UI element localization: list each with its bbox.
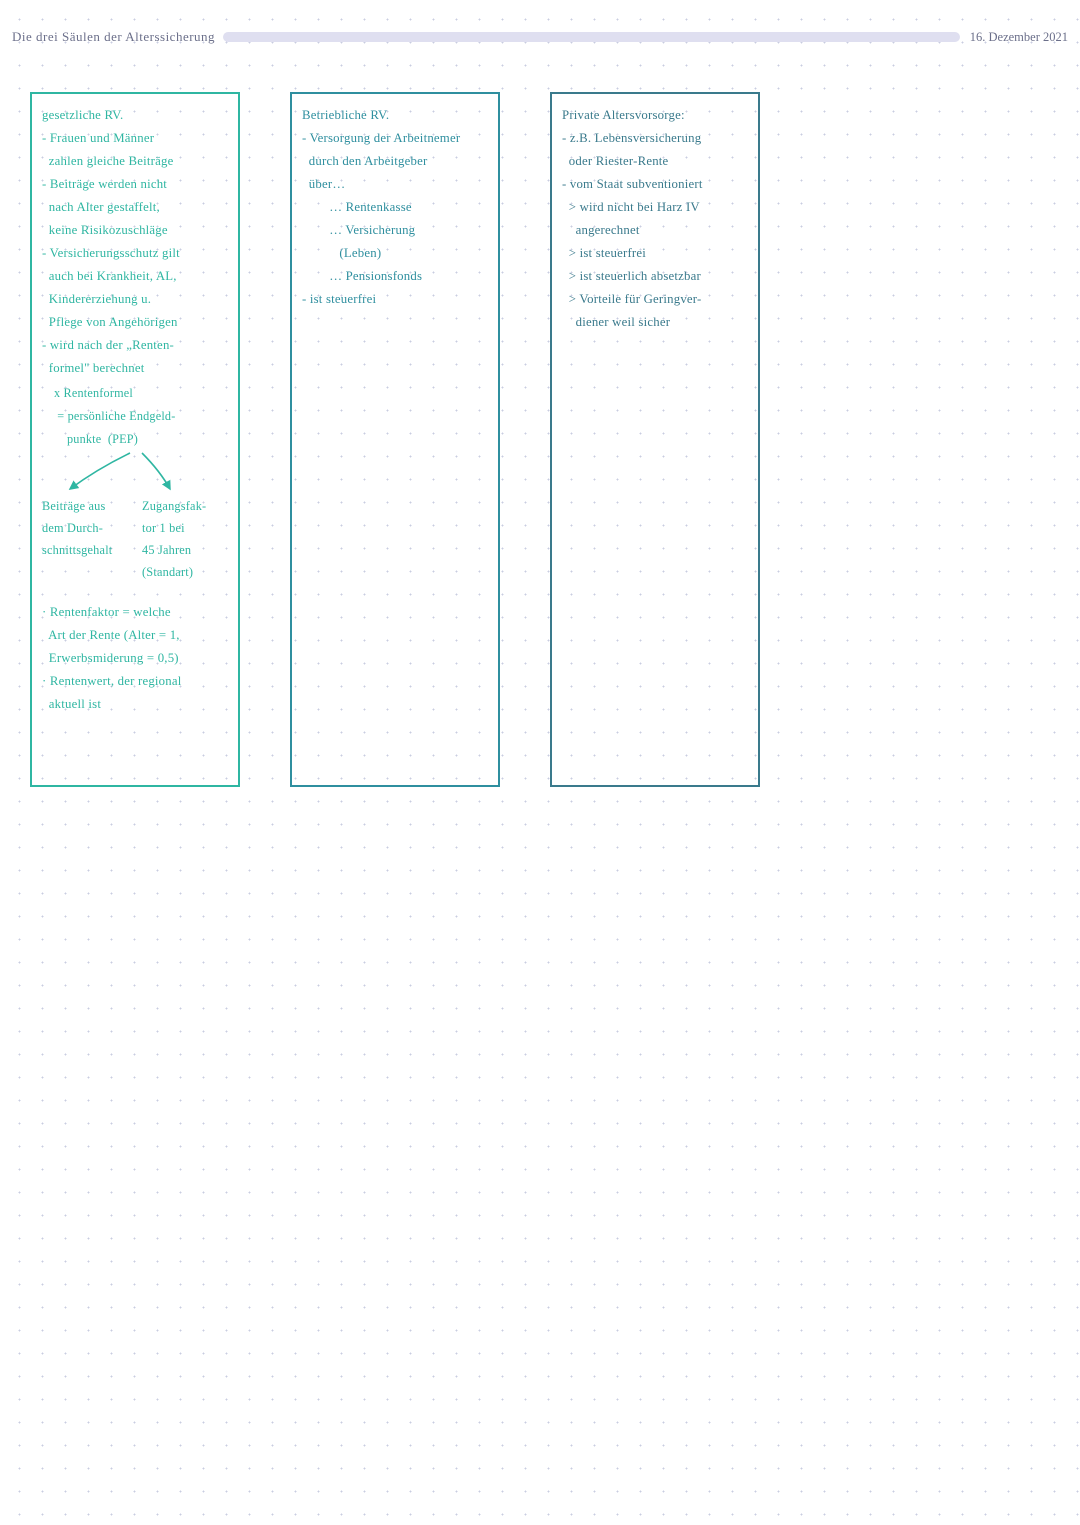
col2-line: über… [302, 173, 488, 196]
col1-line: Pflege von Angehörigen [42, 311, 228, 334]
col2-line: (Leben) [302, 242, 488, 265]
column-gesetzliche-rv: gesetzliche RV. - Frauen und Männer zahl… [30, 92, 240, 787]
col3-line: > ist steuerlich absetzbar [562, 265, 748, 288]
col1-title: gesetzliche RV. [42, 104, 228, 127]
col1-line: - Versicherungsschutz gilt [42, 242, 228, 265]
column-private-altersvorsorge: Private Altersvorsorge: - z.B. Lebensver… [550, 92, 760, 787]
col2-line: … Versicherung [302, 219, 488, 242]
col3-line: oder Riester-Rente [562, 150, 748, 173]
col2-line: … Pensionsfonds [302, 265, 488, 288]
col1-line: - wird nach der „Renten- [42, 334, 228, 357]
col1-line: - Frauen und Männer [42, 127, 228, 150]
header-rule [223, 32, 960, 42]
page-header: Die drei Säulen der Alterssicherung 16. … [12, 26, 1068, 48]
page-date: 16. Dezember 2021 [960, 30, 1068, 45]
col1-line: auch bei Krankheit, AL, [42, 265, 228, 288]
page-title: Die drei Säulen der Alterssicherung [12, 29, 223, 45]
columns-wrap: gesetzliche RV. - Frauen und Männer zahl… [30, 92, 760, 787]
branch-line: (Standart) [142, 561, 228, 583]
branch-line: schnittsgehalt [42, 539, 128, 561]
pep-branches: Beiträge aus dem Durch- schnittsgehalt Z… [42, 495, 228, 583]
col3-line: > Vorteile für Geringver- [562, 288, 748, 311]
col1-tail: · Rentenwert, der regional [42, 670, 228, 693]
col3-line: - z.B. Lebensversicherung [562, 127, 748, 150]
col2-line: - Versorgung der Arbeitnemer [302, 127, 488, 150]
branch-beitraege: Beiträge aus dem Durch- schnittsgehalt [42, 495, 128, 583]
branch-zugangsfaktor: Zugangsfak- tor 1 bei 45 Jahren (Standar… [142, 495, 228, 583]
col1-tail: Art der Rente (Alter = 1, [42, 624, 228, 647]
branch-line: tor 1 bei [142, 517, 228, 539]
col3-line: - vom Staat subventioniert [562, 173, 748, 196]
col2-line: durch den Arbeitgeber [302, 150, 488, 173]
pep-arrows [42, 449, 228, 495]
branch-line: 45 Jahren [142, 539, 228, 561]
formula-line: punkte (PEP) [54, 428, 228, 451]
col1-line: keine Risikozuschläge [42, 219, 228, 242]
col1-line: zahlen gleiche Beiträge [42, 150, 228, 173]
col1-line: Kindererziehung u. [42, 288, 228, 311]
col1-tail: Erwerbsmiderung = 0,5) [42, 647, 228, 670]
arrow-icon [42, 449, 232, 495]
branch-line: Zugangsfak- [142, 495, 228, 517]
branch-line: Beiträge aus [42, 495, 128, 517]
column-betriebliche-rv: Betriebliche RV. - Versorgung der Arbeit… [290, 92, 500, 787]
formula-line: = persönliche Endgeld- [54, 405, 228, 428]
col2-line: - ist steuerfrei [302, 288, 488, 311]
col3-line: > wird nicht bei Harz IV [562, 196, 748, 219]
col3-title: Private Altersvorsorge: [562, 104, 748, 127]
spacer [42, 583, 228, 601]
col3-line: angerechnet [562, 219, 748, 242]
col1-tail: aktuell ist [42, 693, 228, 716]
rentenformel-block: x Rentenformel = persönliche Endgeld- pu… [54, 382, 228, 451]
col2-line: … Rentenkasse [302, 196, 488, 219]
col1-line: - Beiträge werden nicht [42, 173, 228, 196]
formula-line: x Rentenformel [54, 382, 228, 405]
col2-title: Betriebliche RV. [302, 104, 488, 127]
col1-tail: · Rentenfaktor = welche [42, 601, 228, 624]
col3-line: > ist steuerfrei [562, 242, 748, 265]
branch-line: dem Durch- [42, 517, 128, 539]
col1-line: formel" berechnet [42, 357, 228, 380]
col1-line: nach Alter gestaffelt, [42, 196, 228, 219]
col3-line: diener weil sicher [562, 311, 748, 334]
